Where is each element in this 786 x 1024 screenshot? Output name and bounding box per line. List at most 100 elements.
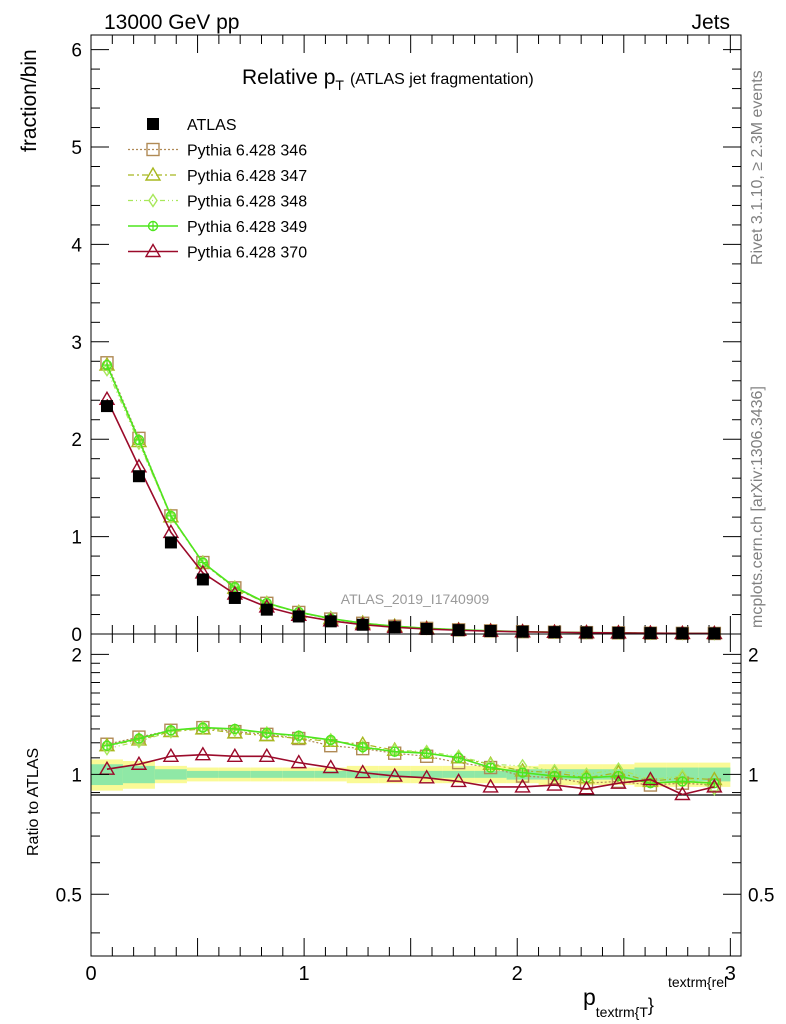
- ratio-y-tick-label-right: 0.5: [748, 885, 774, 906]
- x-tick-label: 2: [512, 963, 523, 985]
- ratio-marker: [546, 776, 563, 791]
- ratio-marker: [226, 747, 244, 762]
- band-green: [314, 770, 347, 778]
- main-y-ticks: 0 1 2 3 4 5 6: [71, 41, 741, 646]
- x-axis-label-sub: textrm{T: [596, 1004, 649, 1020]
- data-point: [132, 470, 145, 483]
- ratio-y-ticks: 0.5 0.5 1 1 2 2: [56, 645, 774, 934]
- data-point: [324, 615, 337, 628]
- data-point: [452, 624, 465, 637]
- band-green: [154, 769, 187, 780]
- series-marker: [198, 555, 208, 570]
- chart-title: Relative pT (ATLAS jet fragmentation): [242, 66, 534, 93]
- data-point: [548, 626, 561, 639]
- ratio-marker: [418, 769, 435, 784]
- ratio-marker: [258, 747, 276, 762]
- band-green: [122, 765, 155, 784]
- legend-marker: [147, 118, 159, 130]
- legend-marker: [146, 142, 160, 157]
- legend-entry: Pythia 6.428 347: [128, 166, 307, 185]
- band-green: [250, 770, 283, 778]
- ratio-marker: [514, 778, 531, 793]
- data-point: [196, 573, 209, 586]
- data-point: [580, 626, 593, 639]
- chart-title-suffix: (ATLAS jet fragmentation): [350, 71, 534, 88]
- data-point: [644, 627, 657, 640]
- band-green: [218, 770, 251, 778]
- chart-title-main: Relative p: [242, 66, 335, 89]
- y-axis-label: fraction/bin: [18, 49, 41, 152]
- ratio-marker: [674, 786, 691, 801]
- ratio-y-tick-label: 2: [71, 645, 82, 666]
- y-tick-label: 6: [71, 41, 82, 62]
- x-axis-label: ptextrm{T} textrm{rel: [583, 974, 727, 1020]
- ratio-uncertainty-band: [91, 759, 731, 791]
- x-tick-label: 1: [299, 963, 310, 985]
- band-green: [410, 770, 443, 778]
- data-point: [100, 400, 113, 413]
- data-point: [484, 624, 497, 637]
- ratio-line: [106, 728, 715, 783]
- legend-marker: [144, 243, 162, 258]
- mcplots-label: mcplots.cern.ch [arXiv:1306.3436]: [749, 386, 766, 628]
- main-series: [98, 356, 723, 641]
- band-green: [282, 770, 315, 778]
- legend-label: Pythia 6.428 347: [187, 168, 307, 185]
- data-point: [516, 625, 529, 638]
- ratio-line: [106, 726, 715, 785]
- ratio-y-tick-label: 1: [71, 765, 82, 786]
- y-tick-label: 1: [71, 528, 82, 549]
- data-point: [228, 591, 241, 604]
- ratio-marker: [354, 764, 371, 779]
- series-marker: [134, 435, 144, 451]
- data-point: [292, 610, 305, 623]
- data-point: [164, 536, 177, 549]
- y-tick-label: 4: [71, 235, 82, 256]
- series-marker: [166, 509, 176, 525]
- legend-marker: [144, 166, 162, 181]
- x-tick-label: 0: [85, 963, 96, 985]
- ratio-marker: [578, 780, 595, 795]
- series-marker: [102, 362, 112, 377]
- ratio-marker: [706, 778, 723, 793]
- data-point: [708, 627, 721, 640]
- band-green: [474, 770, 507, 778]
- band-green: [186, 770, 219, 778]
- ratio-marker: [102, 741, 112, 756]
- ratio-marker: [450, 773, 467, 788]
- ratio-marker: [261, 725, 272, 741]
- x-axis-label-sup: textrm{rel: [668, 974, 727, 990]
- ratio-marker: [162, 747, 180, 762]
- ratio-y-tick-label-right: 1: [748, 765, 759, 786]
- ratio-marker: [642, 771, 659, 786]
- ratio-x-ticks: 0 1 2 3: [85, 634, 736, 985]
- legend-label: Pythia 6.428 348: [187, 194, 307, 211]
- band-green: [698, 767, 731, 782]
- ratio-marker: [322, 759, 339, 774]
- x-axis-label-brace: }: [648, 995, 654, 1015]
- ratio-marker: [482, 778, 499, 793]
- x-tick-label: 3: [725, 963, 736, 985]
- data-point: [612, 626, 625, 639]
- band-green: [346, 770, 379, 778]
- x-axis-label-main: p: [583, 984, 596, 1010]
- legend-label: Pythia 6.428 349: [187, 219, 307, 236]
- legend-entry: Pythia 6.428 346: [128, 143, 307, 160]
- legend-label: Pythia 6.428 346: [187, 143, 307, 160]
- data-point: [676, 627, 689, 640]
- ratio-panel: 0.5 0.5 1 1 2 2 0 1 2 3 Ratio to ATLAS: [25, 633, 774, 985]
- y-tick-label: 2: [71, 430, 82, 451]
- ratio-marker: [194, 746, 212, 761]
- rivet-label: Rivet 3.1.10, ≥ 2.3M events: [749, 70, 766, 265]
- ratio-frame: [90, 633, 742, 957]
- y-tick-label: 0: [71, 625, 82, 646]
- main-panel: 0 1 2 3 4 5 6 Relative pT (ATLAS jet fragmentat…: [18, 34, 742, 646]
- ratio-y-tick-label-right: 2: [748, 645, 759, 666]
- ratio-series-4: [98, 746, 723, 801]
- data-point: [388, 621, 401, 634]
- data-point: [260, 603, 273, 616]
- y-tick-label: 3: [71, 333, 82, 354]
- ratio-marker: [325, 732, 336, 748]
- legend-label: ATLAS: [187, 117, 237, 134]
